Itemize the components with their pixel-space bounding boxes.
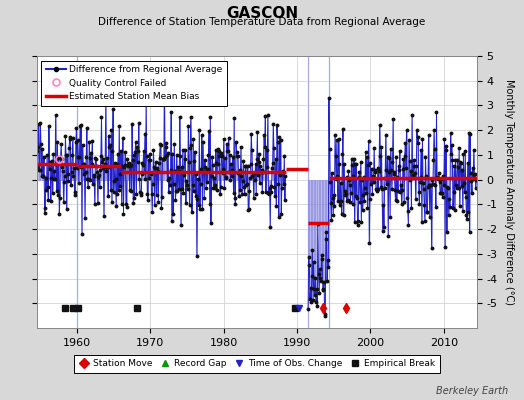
Text: Difference of Station Temperature Data from Regional Average: Difference of Station Temperature Data f…	[99, 17, 425, 27]
Legend: Difference from Regional Average, Quality Control Failed, Estimated Station Mean: Difference from Regional Average, Qualit…	[41, 60, 227, 106]
Legend: Station Move, Record Gap, Time of Obs. Change, Empirical Break: Station Move, Record Gap, Time of Obs. C…	[74, 355, 440, 373]
Text: Berkeley Earth: Berkeley Earth	[436, 386, 508, 396]
Y-axis label: Monthly Temperature Anomaly Difference (°C): Monthly Temperature Anomaly Difference (…	[505, 79, 515, 305]
Text: GASCON: GASCON	[226, 6, 298, 21]
